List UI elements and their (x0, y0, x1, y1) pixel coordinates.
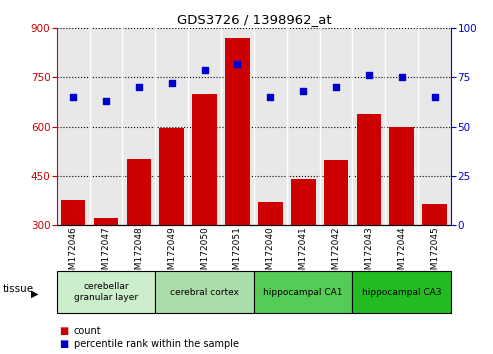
Bar (225, 38, 250, 225)
Bar (356, 114, 381, 225)
Point (234, 61, 242, 67)
Point (431, 94, 439, 100)
Bar (94, 218, 118, 225)
Point (266, 94, 274, 100)
Point (201, 67, 209, 73)
Point (332, 84, 340, 90)
Text: cerebellar
granular layer: cerebellar granular layer (74, 282, 138, 302)
Bar (159, 128, 184, 225)
Point (299, 88, 307, 94)
Text: hippocampal CA1: hippocampal CA1 (263, 287, 343, 297)
Text: ■: ■ (59, 326, 69, 336)
Bar (61, 200, 85, 225)
Point (135, 84, 143, 90)
Point (365, 73, 373, 78)
Point (102, 98, 110, 104)
Point (69, 94, 77, 100)
Bar (423, 204, 447, 225)
Text: ■: ■ (59, 339, 69, 349)
Point (398, 75, 406, 80)
Bar (258, 202, 282, 225)
Bar (389, 126, 414, 225)
Text: ▶: ▶ (31, 289, 38, 299)
Text: percentile rank within the sample: percentile rank within the sample (74, 339, 239, 349)
Text: count: count (74, 326, 102, 336)
Text: tissue: tissue (2, 284, 34, 294)
Point (168, 80, 176, 86)
Title: GDS3726 / 1398962_at: GDS3726 / 1398962_at (176, 13, 331, 26)
Text: hippocampal CA3: hippocampal CA3 (362, 287, 442, 297)
Bar (324, 160, 349, 225)
Text: cerebral cortex: cerebral cortex (170, 287, 239, 297)
Bar (192, 94, 217, 225)
Bar (127, 159, 151, 225)
Bar (291, 179, 316, 225)
